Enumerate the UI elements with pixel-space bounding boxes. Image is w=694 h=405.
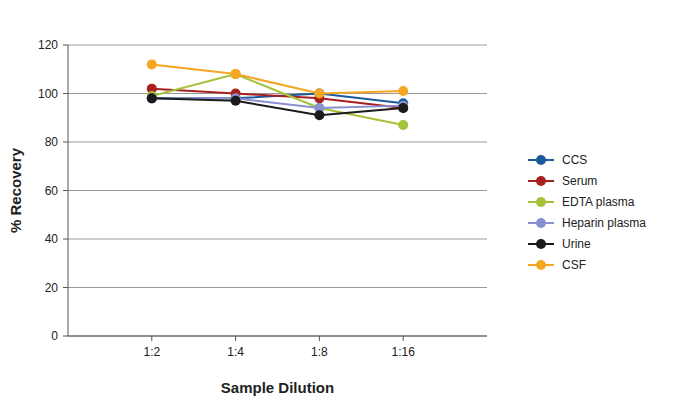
series-line: [152, 64, 403, 93]
series-line: [152, 98, 403, 115]
y-axis: [68, 45, 69, 336]
legend-marker: [536, 176, 546, 186]
grid-line: [68, 190, 487, 191]
tick-label: 120: [38, 38, 58, 52]
tick-label: 20: [45, 281, 59, 295]
tick-label: 1:8: [311, 345, 328, 359]
legend-label: Serum: [562, 174, 597, 188]
plot-area: [147, 59, 408, 130]
tick-mark: [63, 93, 68, 94]
tick-mark: [63, 336, 68, 337]
tick-label: 100: [38, 87, 58, 101]
grid-line: [68, 142, 487, 143]
grid-line: [68, 287, 487, 288]
tick-label: 1:2: [143, 345, 160, 359]
series-line: [152, 74, 403, 125]
tick-mark: [63, 45, 68, 46]
point: [314, 89, 324, 99]
tick-mark: [63, 190, 68, 191]
legend-marker: [536, 155, 546, 165]
x-axis: [68, 336, 487, 337]
point: [314, 110, 324, 120]
tick-label: 0: [51, 329, 58, 343]
point: [398, 103, 408, 113]
grid-line: [68, 93, 487, 94]
legend-marker: [536, 197, 546, 207]
tick-mark: [403, 336, 404, 341]
chart: 0 20 40 60 80 100 120 1:2 1:4 1:8 1:16 Sample Dilut…: [0, 0, 694, 405]
grid-line: [68, 45, 487, 46]
point: [398, 120, 408, 130]
tick-mark: [63, 287, 68, 288]
point: [147, 93, 157, 103]
x-axis-title: Sample Dilution: [221, 379, 334, 396]
legend-label: Urine: [562, 237, 591, 251]
legend-label: CSF: [562, 258, 586, 272]
point: [314, 89, 324, 99]
tick-mark: [63, 142, 68, 143]
tick-label: 60: [45, 184, 59, 198]
legend-label: CCS: [562, 153, 587, 167]
tick-label: 80: [45, 135, 59, 149]
legend-marker: [536, 239, 546, 249]
legend-label: EDTA plasma: [562, 195, 635, 209]
y-axis-title: % Recovery: [7, 147, 24, 233]
legend-marker: [536, 260, 546, 270]
tick-label: 1:16: [392, 345, 416, 359]
legend-marker: [536, 218, 546, 228]
point: [231, 69, 241, 79]
point: [147, 93, 157, 103]
tick-mark: [63, 239, 68, 240]
tick-label: 1:4: [227, 345, 244, 359]
point: [147, 59, 157, 69]
tick-mark: [151, 336, 152, 341]
tick-mark: [235, 336, 236, 341]
tick-label: 40: [45, 232, 59, 246]
legend-label: Heparin plasma: [562, 216, 646, 230]
point: [231, 96, 241, 106]
point: [398, 86, 408, 96]
point: [398, 103, 408, 113]
point: [147, 93, 157, 103]
grid-line: [68, 336, 487, 337]
point: [231, 69, 241, 79]
grid-line: [68, 239, 487, 240]
tick-mark: [319, 336, 320, 341]
